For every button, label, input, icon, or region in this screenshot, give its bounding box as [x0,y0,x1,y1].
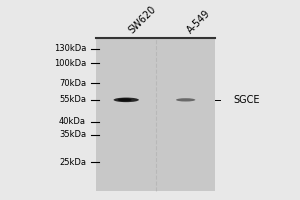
Text: 40kDa: 40kDa [59,117,86,126]
Text: SW620: SW620 [126,5,158,36]
Text: 100kDa: 100kDa [54,59,86,68]
Text: A-549: A-549 [186,9,213,36]
Text: 55kDa: 55kDa [59,95,86,104]
Text: 130kDa: 130kDa [54,44,86,53]
Text: 35kDa: 35kDa [59,130,86,139]
Ellipse shape [176,98,195,102]
FancyBboxPatch shape [97,38,215,191]
Ellipse shape [114,98,139,102]
Ellipse shape [118,98,132,101]
Text: SGCE: SGCE [233,95,260,105]
Text: 25kDa: 25kDa [59,158,86,167]
Text: 70kDa: 70kDa [59,79,86,88]
